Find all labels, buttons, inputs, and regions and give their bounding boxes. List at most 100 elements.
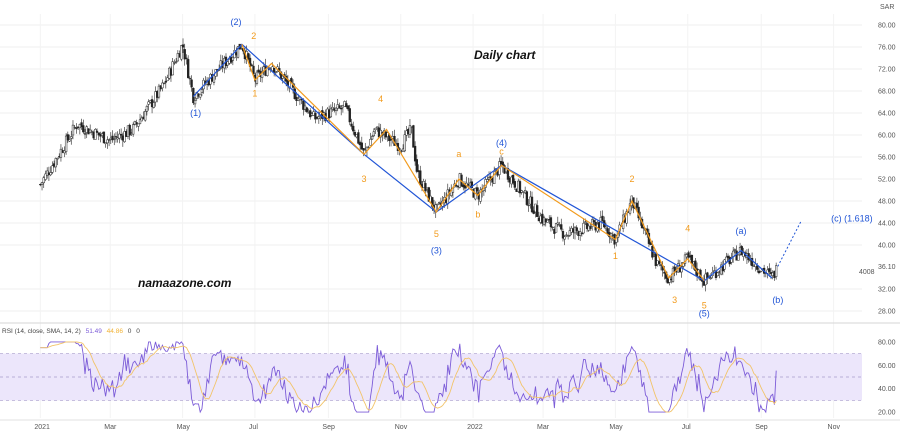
time-tick-label: Sep bbox=[322, 424, 335, 431]
candle-body bbox=[252, 65, 255, 75]
wave-label: 3 bbox=[672, 295, 677, 305]
rsi-tick-label: 20.00 bbox=[878, 410, 896, 417]
candle-body bbox=[419, 170, 422, 186]
candle-body bbox=[70, 136, 73, 139]
chart-title: Daily chart bbox=[474, 48, 536, 62]
candle-body bbox=[513, 181, 516, 188]
candle-body bbox=[82, 125, 85, 133]
price-tick-label: 40.00 bbox=[878, 243, 896, 250]
rsi-pane: 80.00 60.00 40.00 20.00 RSI (14, close, SMA… bbox=[0, 328, 896, 417]
candle-body bbox=[338, 105, 341, 109]
candle-body bbox=[350, 123, 353, 127]
candle-body bbox=[525, 191, 529, 205]
candle-body bbox=[680, 266, 683, 273]
candle-body bbox=[601, 215, 604, 221]
candle-body bbox=[554, 223, 558, 233]
candle-body bbox=[250, 64, 253, 66]
price-tick-label: 32.00 bbox=[878, 287, 896, 294]
candle-body bbox=[649, 242, 652, 246]
candle-body bbox=[560, 224, 563, 230]
candle-body bbox=[709, 277, 712, 279]
candle-body bbox=[625, 211, 628, 224]
projection-line bbox=[777, 220, 802, 267]
candle-body bbox=[71, 124, 75, 136]
candle-body bbox=[340, 108, 343, 110]
currency-label: SAR bbox=[880, 4, 894, 11]
candle-body bbox=[190, 79, 193, 88]
rsi-legend-extra1: 0 bbox=[128, 328, 132, 335]
candle-body bbox=[274, 71, 278, 73]
candle-body bbox=[106, 139, 109, 144]
candle-body bbox=[438, 202, 441, 204]
rsi-legend-sma: 44.86 bbox=[107, 328, 124, 335]
price-tick-label: 72.00 bbox=[878, 67, 896, 74]
orange-wave-count-line bbox=[241, 44, 705, 282]
candle-body bbox=[716, 272, 719, 277]
candle-body bbox=[455, 185, 458, 187]
rsi-tick-label: 40.00 bbox=[878, 386, 896, 393]
wave-label: (b) bbox=[772, 295, 783, 305]
candle-body bbox=[305, 107, 308, 112]
candle-body bbox=[737, 254, 740, 261]
rsi-legend-name: RSI (14, close, SMA, 14, 2) bbox=[2, 328, 81, 335]
candle-body bbox=[511, 174, 515, 184]
candle-body bbox=[180, 45, 183, 60]
price-pane: 80.00 76.00 72.00 68.00 64.00 60.00 56.00 52.00… bbox=[0, 4, 900, 418]
candle-body bbox=[119, 134, 123, 136]
time-tick-label: Mar bbox=[104, 424, 117, 431]
candle-body bbox=[527, 204, 530, 207]
candle-body bbox=[331, 106, 334, 110]
candle-body bbox=[114, 136, 118, 138]
wave-label: 5 bbox=[702, 300, 707, 310]
candle-body bbox=[293, 88, 296, 100]
price-tick-label: 60.00 bbox=[878, 133, 896, 140]
price-tick-label: 52.00 bbox=[878, 177, 896, 184]
candle-body bbox=[775, 265, 778, 277]
blue-wave-count-line bbox=[192, 43, 773, 282]
candle-body bbox=[376, 126, 379, 128]
wave-label: 2 bbox=[251, 31, 256, 41]
wave-label: b bbox=[475, 210, 480, 220]
candle-body bbox=[164, 80, 167, 83]
time-tick-label: 2021 bbox=[34, 424, 50, 431]
wave-label: 2 bbox=[629, 174, 634, 184]
candle-body bbox=[415, 159, 418, 172]
candle-body bbox=[188, 77, 192, 80]
candle-body bbox=[161, 82, 164, 89]
candle-body bbox=[64, 135, 68, 152]
candle-body bbox=[174, 61, 178, 63]
candle-body bbox=[493, 171, 496, 185]
time-tick-label: Jul bbox=[249, 424, 258, 431]
wave-label: 4 bbox=[378, 94, 383, 104]
candle-body bbox=[102, 131, 106, 144]
candle-body bbox=[94, 128, 97, 140]
candle-body bbox=[566, 235, 570, 237]
time-tick-label: Nov bbox=[395, 424, 408, 431]
candle-body bbox=[658, 261, 661, 264]
rsi-legend-extra2: 0 bbox=[136, 328, 140, 335]
candle-body bbox=[549, 217, 553, 228]
candle-body bbox=[604, 226, 608, 230]
time-grid bbox=[39, 14, 835, 418]
price-tick-label: 76.00 bbox=[878, 45, 896, 52]
candle-body bbox=[759, 270, 762, 273]
wave-labels: (1) (2) (3) (4) (5) (a) (b) (c) (1.618) 2 1 4 3 5 a c b… bbox=[190, 17, 873, 319]
candle-body bbox=[568, 230, 571, 236]
candle-body bbox=[113, 138, 116, 140]
candle-body bbox=[694, 260, 697, 271]
candle-body bbox=[575, 227, 578, 232]
time-axis: 2021 Mar May Jul Sep Nov 2022 Mar May Jul Sep Nov bbox=[0, 419, 900, 431]
candle-body bbox=[138, 119, 142, 124]
candle-body bbox=[49, 172, 52, 176]
time-tick-label: Nov bbox=[828, 424, 841, 431]
candle-body bbox=[479, 189, 482, 202]
candle-body bbox=[157, 85, 161, 98]
candle-body bbox=[90, 131, 94, 133]
wave-label: 1 bbox=[613, 251, 618, 261]
wave-label: (a) bbox=[736, 226, 747, 236]
candle-body bbox=[200, 89, 204, 94]
candle-body bbox=[374, 127, 377, 131]
candle-body bbox=[95, 130, 99, 133]
wave-label: 5 bbox=[434, 229, 439, 239]
